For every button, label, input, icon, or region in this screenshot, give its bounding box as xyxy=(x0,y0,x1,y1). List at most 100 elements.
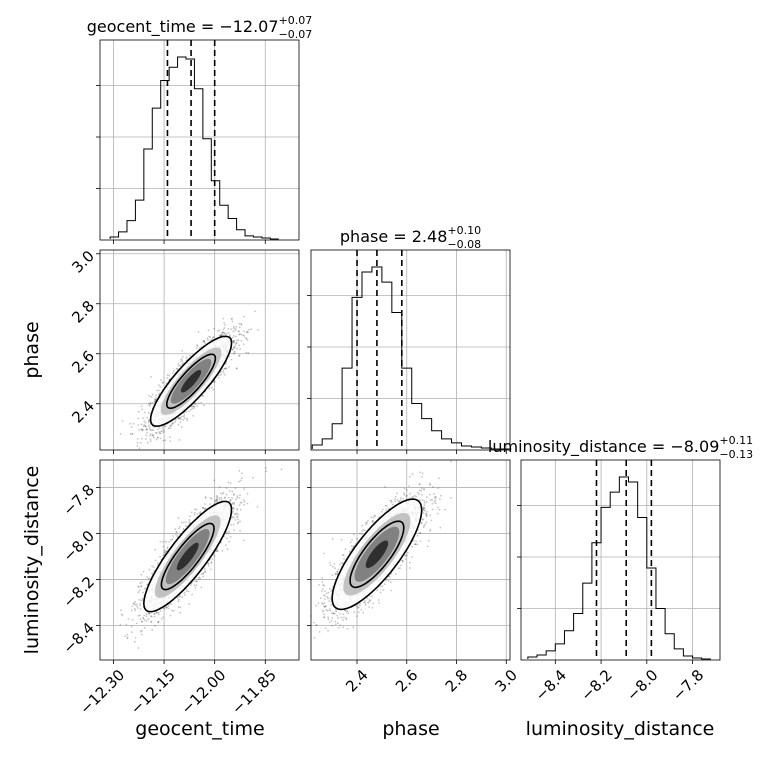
scatter-point xyxy=(188,410,190,412)
scatter-point xyxy=(126,624,128,626)
scatter-point xyxy=(171,610,173,612)
scatter-point xyxy=(146,432,148,434)
scatter-point xyxy=(129,423,131,425)
scatter-point xyxy=(196,405,198,407)
scatter-point xyxy=(131,606,133,608)
scatter-point xyxy=(228,332,230,334)
scatter-point xyxy=(156,439,158,441)
scatter-point xyxy=(156,611,158,613)
scatter-point xyxy=(196,513,198,515)
scatter-point xyxy=(218,377,220,379)
scatter-panel-geocent_time-vs-luminosity_distance xyxy=(96,460,299,664)
scatter-point xyxy=(158,614,160,616)
scatter-point xyxy=(198,331,200,333)
scatter-point xyxy=(160,379,162,381)
scatter-point xyxy=(144,412,146,414)
scatter-point xyxy=(142,598,144,600)
scatter-point xyxy=(228,482,230,484)
scatter-point xyxy=(232,321,234,323)
scatter-point xyxy=(136,606,138,608)
scatter-point xyxy=(184,594,186,596)
scatter-point xyxy=(144,627,146,629)
scatter-point xyxy=(124,636,126,638)
scatter-point xyxy=(235,326,237,328)
scatter-point xyxy=(178,527,180,529)
scatter-point xyxy=(126,638,128,640)
scatter-point xyxy=(234,344,236,346)
scatter-point xyxy=(181,350,183,352)
scatter-point xyxy=(168,427,170,429)
scatter-point xyxy=(238,331,240,333)
scatter-point xyxy=(231,318,233,320)
scatter-point xyxy=(191,594,193,596)
scatter-point xyxy=(227,328,229,330)
scatter-point xyxy=(175,534,177,536)
scatter-point xyxy=(177,601,179,603)
scatter-point xyxy=(203,404,205,406)
scatter-point xyxy=(212,337,214,339)
scatter-point xyxy=(243,330,245,332)
scatter-point xyxy=(195,587,197,589)
scatter-point xyxy=(159,427,161,429)
scatter-point xyxy=(174,528,176,530)
scatter-point xyxy=(180,417,182,419)
scatter-point xyxy=(257,506,259,508)
scatter-point xyxy=(172,422,174,424)
scatter-point xyxy=(198,576,200,578)
scatter-point xyxy=(233,340,235,342)
scatter-point xyxy=(198,578,200,580)
scatter-point xyxy=(231,491,233,493)
panel-title-sub-luminosity_distance: −0.13 xyxy=(719,448,753,461)
scatter-point xyxy=(228,531,230,533)
scatter-point xyxy=(230,328,232,330)
scatter-point xyxy=(236,495,238,497)
scatter-point xyxy=(169,440,171,442)
scatter-point xyxy=(153,435,155,437)
scatter-point xyxy=(141,621,143,623)
scatter-point xyxy=(193,405,195,407)
scatter-point xyxy=(152,402,154,404)
scatter-point xyxy=(140,605,142,607)
scatter-point xyxy=(233,493,235,495)
scatter-point xyxy=(193,584,195,586)
scatter-point xyxy=(250,328,252,330)
scatter-point xyxy=(154,549,156,551)
scatter-point xyxy=(182,362,184,364)
scatter-point xyxy=(149,404,151,406)
scatter-point xyxy=(137,438,139,440)
scatter-point xyxy=(147,618,149,620)
scatter-point xyxy=(222,370,224,372)
scatter-point xyxy=(220,372,222,374)
scatter-point xyxy=(231,359,233,361)
scatter-point xyxy=(174,421,176,423)
scatter-point xyxy=(143,420,145,422)
scatter-point xyxy=(156,390,158,392)
scatter-point xyxy=(138,647,140,649)
scatter-point xyxy=(168,541,170,543)
scatter-point xyxy=(155,560,157,562)
scatter-point xyxy=(164,439,166,441)
scatter-point xyxy=(122,420,124,422)
scatter-point xyxy=(252,477,254,479)
scatter-point xyxy=(194,580,196,582)
scatter-point xyxy=(131,625,133,627)
scatter-point xyxy=(179,365,181,367)
scatter-point xyxy=(223,329,225,331)
scatter-point xyxy=(162,617,164,619)
scatter-point xyxy=(247,352,249,354)
scatter-point xyxy=(138,615,140,617)
scatter-point xyxy=(151,629,153,631)
scatter-point xyxy=(207,563,209,565)
scatter-point xyxy=(138,599,140,601)
scatter-point xyxy=(185,525,187,527)
scatter-point xyxy=(152,394,154,396)
scatter-point xyxy=(204,341,206,343)
scatter-point xyxy=(223,492,225,494)
scatter-point xyxy=(143,571,145,573)
scatter-point xyxy=(146,428,148,430)
scatter-point xyxy=(232,331,234,333)
scatter-point xyxy=(235,519,237,521)
scatter-point xyxy=(146,417,148,419)
scatter-point xyxy=(208,329,210,331)
